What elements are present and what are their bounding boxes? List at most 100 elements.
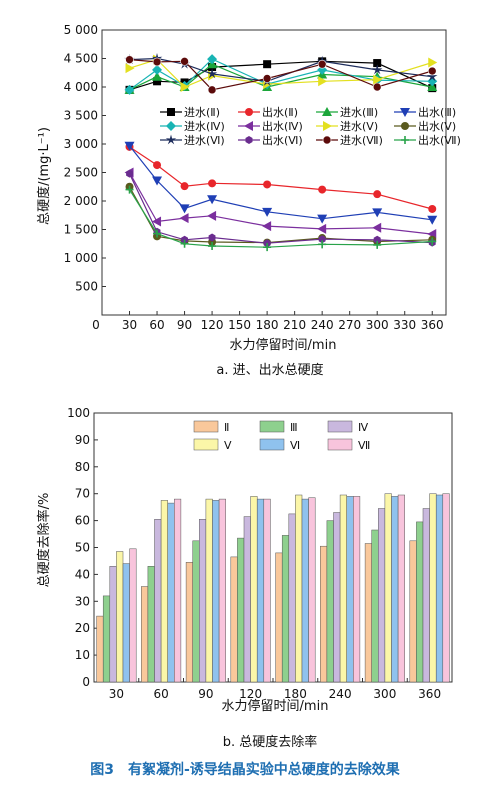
chart-b-y-tick-label: 100 [67, 406, 90, 420]
chart-b-bar [353, 496, 361, 683]
chart-a-legend-label: 出水(Ⅶ) [418, 133, 461, 147]
chart-a-data-point [317, 59, 327, 69]
chart-a-y-axis-title: 总硬度/(mg·L⁻¹) [36, 127, 52, 225]
chart-b-bar [96, 615, 104, 683]
chart-a-series-11 [125, 55, 437, 95]
chart-a-data-point [208, 179, 217, 188]
chart-b-bar [326, 520, 334, 683]
chart-a-x-tick-label: 90 [177, 318, 192, 332]
chart-a-series-line [128, 172, 433, 235]
chart-a-data-point [125, 185, 134, 194]
chart-a-caption: a. 进、出水总硬度 [216, 362, 323, 378]
chart-a-legend-marker [245, 136, 253, 144]
chart-b-bar [102, 595, 111, 683]
chart-a-series-line [129, 146, 433, 210]
chart-b-bar [192, 540, 200, 683]
chart-a-legend-label: 进水(Ⅳ) [184, 120, 225, 133]
chart-b-x-tick-label: 360 [418, 687, 441, 701]
chart-b-bar [442, 493, 450, 683]
chart-a-data-point [427, 66, 437, 76]
chart-b-bar [122, 563, 130, 683]
chart-a-data-point [180, 82, 190, 92]
chart-a-legend-label: 出水(Ⅱ) [262, 105, 298, 119]
chart-a-y-tick-label: 3 500 [64, 109, 98, 123]
chart-b-bar [160, 500, 168, 683]
chart-b-bar [256, 498, 265, 683]
chart-b-legend-swatch [259, 438, 285, 451]
chart-a-legend: 进水(Ⅱ) 出水(Ⅱ) 进水(Ⅲ) 出水(Ⅲ) 进水(Ⅳ) 出水(Ⅳ) 进水(Ⅴ) 出水(Ⅴ)… [160, 105, 461, 147]
chart-a-data-point [373, 240, 382, 249]
chart-b-y-tick-label: 60 [75, 514, 90, 528]
chart-a-data-point [373, 74, 383, 85]
chart-a-hardness: 500 1 000 1 500 2 000 2 500 3 000 3 500 4 000 4 … [36, 23, 461, 378]
chart-a-data-point [428, 237, 437, 246]
chart-a-series-line [129, 58, 433, 88]
chart-b-legend-label: Ⅳ [358, 421, 369, 434]
chart-b-x-tick-label: 90 [198, 687, 213, 701]
chart-b-bar [205, 498, 213, 683]
chart-a-data-point [152, 216, 162, 227]
chart-a-legend-label: 出水(Ⅳ) [262, 119, 303, 133]
chart-b-bar [185, 562, 193, 683]
chart-a-data-point [152, 64, 163, 75]
chart-a-x-tick-label: 270 [338, 318, 361, 332]
chart-a-data-point [373, 235, 381, 244]
chart-b-bar [422, 508, 430, 683]
chart-a-x-tick-label: 300 [366, 318, 389, 332]
chart-a-x-tick-label: 60 [149, 318, 164, 332]
chart-b-x-axis-title: 水力停留时间/min [222, 698, 329, 714]
chart-a-legend-marker [165, 134, 177, 145]
chart-a-series-8 [125, 182, 437, 247]
chart-a-data-point [428, 204, 437, 213]
chart-a-data-point [207, 54, 218, 65]
chart-a-data-point [317, 223, 327, 234]
chart-a-series-7 [125, 54, 438, 92]
chart-a-data-point [318, 76, 328, 87]
chart-b-bar [174, 498, 182, 683]
chart-a-data-point [126, 169, 133, 178]
chart-a-x-ticks: 0 30 60 90 120 150 180 210 240 270 300 330 360 [92, 311, 444, 332]
chart-b-bar [301, 498, 309, 683]
chart-a-y-ticks: 500 1 000 1 500 2 000 2 500 3 000 3 500 4 000 4 … [64, 23, 106, 294]
chart-a-legend-marker [323, 121, 332, 131]
chart-b-x-ticks: 30 60 90 120 180 240 300 360 [109, 678, 453, 701]
chart-a-data-point [207, 85, 217, 95]
chart-b-bar [371, 529, 379, 683]
chart-a-data-point [124, 84, 135, 95]
chart-a-data-point [372, 208, 383, 218]
chart-b-bar [333, 512, 341, 683]
chart-a-legend-label: 出水(Ⅲ) [418, 105, 456, 119]
chart-a-x-tick-label: 330 [393, 318, 416, 332]
chart-b-y-axis-title: 总硬度去除率/% [36, 493, 52, 588]
chart-b-legend-label: Ⅲ [290, 421, 298, 434]
chart-b-bar [346, 496, 354, 683]
chart-a-series-2 [125, 142, 437, 213]
chart-b-bar [397, 494, 405, 683]
chart-b-bar [429, 493, 437, 683]
chart-a-series-6 [124, 167, 437, 240]
chart-a-data-point [125, 55, 134, 64]
chart-a-series-line [128, 186, 433, 244]
chart-a-legend-marker [322, 135, 332, 145]
chart-a-data-point [317, 214, 328, 224]
chart-a-data-point [207, 195, 218, 205]
chart-b-legend-label: Ⅶ [358, 439, 370, 452]
chart-b-bar [409, 540, 417, 683]
chart-a-data-point [153, 229, 162, 238]
chart-a-data-point [208, 242, 217, 251]
chart-a-legend-marker [400, 108, 410, 117]
chart-b-bar [243, 516, 251, 683]
chart-a-data-point [153, 161, 162, 170]
chart-a-data-point [263, 243, 272, 252]
chart-b-bar [308, 497, 316, 683]
chart-a-legend-marker [166, 121, 176, 131]
chart-a-x-tick-label: 360 [421, 318, 444, 332]
chart-b-bar [167, 502, 175, 683]
chart-a-data-point [373, 190, 382, 199]
chart-a-series-line [129, 63, 433, 91]
chart-a-x-axis-title: 水力停留时间/min [230, 337, 337, 353]
chart-a-data-point [180, 182, 189, 191]
chart-a-data-point [262, 221, 272, 232]
chart-a-data-point [125, 63, 135, 74]
chart-a-y-tick-label: 4 000 [64, 80, 98, 94]
